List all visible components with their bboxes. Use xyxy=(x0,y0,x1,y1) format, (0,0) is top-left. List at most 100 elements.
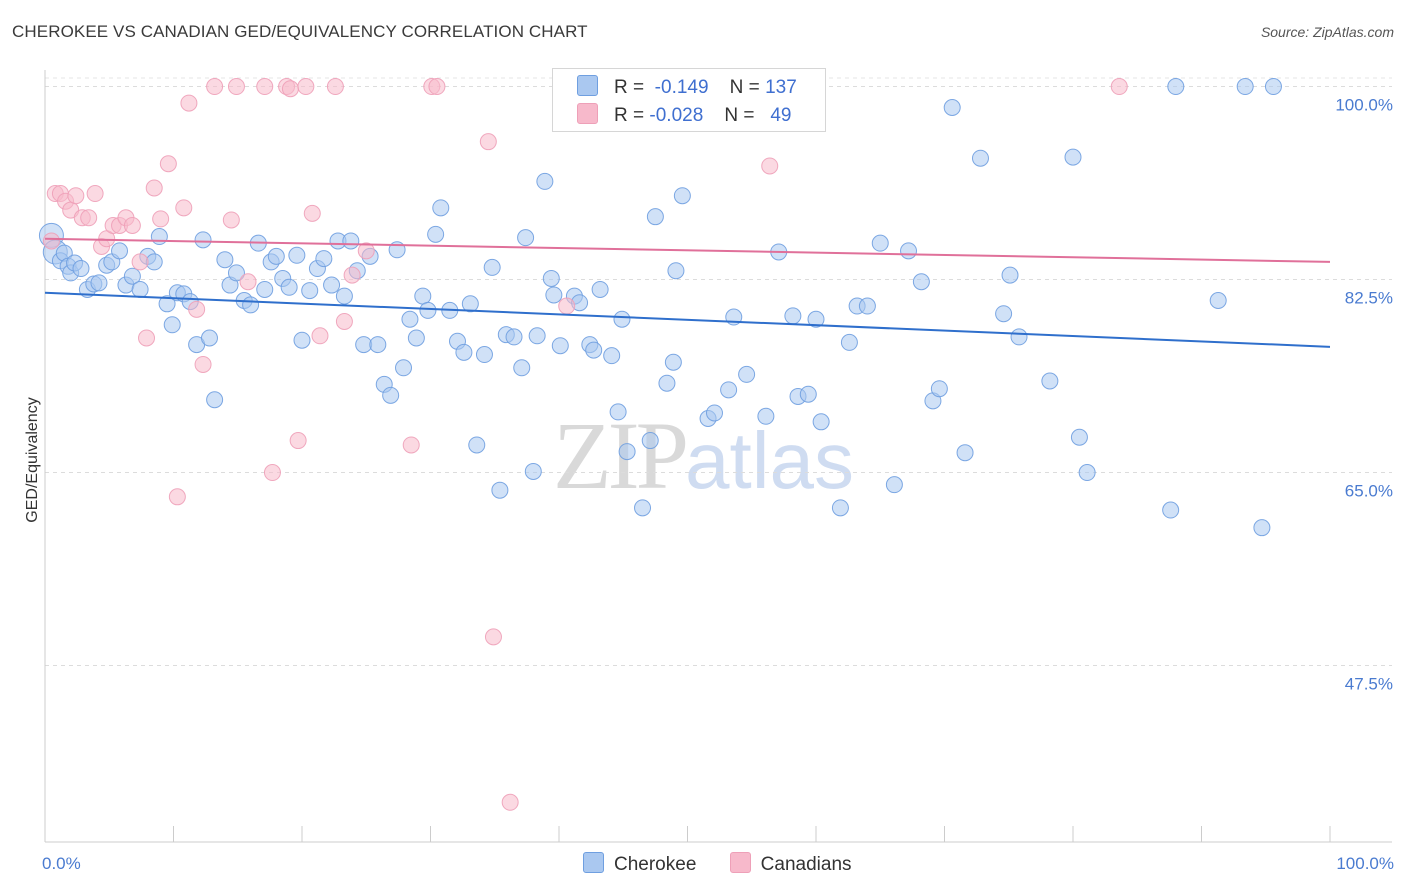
cherokee-point xyxy=(900,242,918,260)
canadians-point xyxy=(311,327,329,345)
cherokee-point xyxy=(491,481,509,499)
cherokee-point xyxy=(943,98,961,116)
cherokee-point xyxy=(475,346,493,364)
tick-labels: 100.0% 82.5% 65.0% 47.5% 0.0% 100.0% xyxy=(42,96,1394,873)
cherokee-point xyxy=(468,436,486,454)
legend-r-value: -0.149 xyxy=(654,77,709,98)
canadians-point xyxy=(180,94,198,112)
gridlines xyxy=(45,77,1392,667)
cherokee-point xyxy=(799,385,817,403)
cherokee-point xyxy=(673,187,691,205)
cherokee-point xyxy=(455,343,473,361)
series-swatch-cherokee xyxy=(583,852,604,873)
cherokee-point xyxy=(256,280,274,298)
canadians-point xyxy=(80,209,98,227)
cherokee-point xyxy=(1064,148,1082,166)
cherokee-point xyxy=(227,264,245,282)
cherokee-point xyxy=(90,274,108,292)
cherokee-point xyxy=(1041,372,1059,390)
cherokee-point xyxy=(995,305,1013,323)
series-legend-cherokee: Cherokee xyxy=(583,852,696,876)
cherokee-point xyxy=(414,287,432,305)
canadians-point xyxy=(402,436,420,454)
cherokee-point xyxy=(216,251,234,269)
cherokee-point xyxy=(757,407,775,425)
legend-n-value: 137 xyxy=(765,77,797,98)
cherokee-point xyxy=(1070,428,1088,446)
cherokee-point xyxy=(618,443,636,461)
cherokee-point xyxy=(1010,328,1028,346)
cherokee-point xyxy=(1264,78,1282,96)
cherokee-point xyxy=(301,282,319,300)
cherokee-point xyxy=(355,336,373,354)
series-swatch-canadians xyxy=(729,852,751,873)
cherokee-point xyxy=(395,359,413,377)
cherokee-point xyxy=(517,229,535,247)
cherokee-point xyxy=(1167,78,1185,96)
canadians-point xyxy=(131,253,149,271)
series-label-canadians: Canadians xyxy=(760,854,852,875)
cherokee-point xyxy=(150,228,168,246)
cherokee-point xyxy=(971,149,989,167)
x-tick-label: 100.0% xyxy=(1336,854,1394,873)
cherokee-point xyxy=(545,286,563,304)
legend-row-cherokee: R = -0.149 N = 137 xyxy=(577,75,797,99)
cherokee-point xyxy=(315,250,333,268)
chart-title: CHEROKEE VS CANADIAN GED/EQUIVALENCY COR… xyxy=(12,22,588,41)
canadians-point xyxy=(479,133,497,151)
cherokee-point xyxy=(591,280,609,298)
cherokee-point xyxy=(705,404,723,422)
canadians-point xyxy=(168,488,186,506)
canadians-point xyxy=(558,297,576,315)
cherokee-point xyxy=(123,267,141,285)
cherokee-point xyxy=(542,269,560,287)
cherokee-point xyxy=(72,260,90,278)
cherokee-point xyxy=(369,336,387,354)
cherokee-point xyxy=(407,329,425,347)
cherokee-point xyxy=(335,287,353,305)
legend-swatch-canadians xyxy=(577,103,598,124)
cherokee-point xyxy=(1162,501,1180,519)
cherokee-point xyxy=(242,296,260,314)
cherokee-point xyxy=(1253,519,1271,537)
legend-r-label: R = xyxy=(614,105,645,126)
canadians-point xyxy=(501,793,519,811)
canadians-point xyxy=(326,78,344,96)
canadians-point xyxy=(175,199,193,217)
cherokee-point xyxy=(288,246,306,264)
cherokee-point xyxy=(840,333,858,351)
canadians-point xyxy=(239,273,257,291)
legend-r-label: R = xyxy=(614,77,645,98)
cherokee-point xyxy=(812,413,830,431)
cherokee-point xyxy=(419,301,437,319)
legend-n-label: N = xyxy=(724,105,755,126)
series-legend-canadians: Canadians xyxy=(729,852,852,876)
cherokee-point xyxy=(646,208,664,226)
cherokee-point xyxy=(912,273,930,291)
legend-r-value: -0.028 xyxy=(649,105,704,126)
series-legend: Cherokee Canadians xyxy=(583,852,880,876)
cherokee-point xyxy=(603,347,621,365)
canadians-point xyxy=(194,355,212,373)
cherokee-point xyxy=(206,391,224,409)
cherokee-point xyxy=(807,310,825,328)
y-tick-label: 47.5% xyxy=(1345,675,1393,694)
cherokee-point xyxy=(432,199,450,217)
cherokee-point xyxy=(280,278,298,296)
cherokee-point xyxy=(667,262,685,280)
canadians-point xyxy=(86,185,104,203)
cherokee-point xyxy=(930,380,948,398)
cherokee-point xyxy=(784,307,802,325)
canadians-point xyxy=(159,155,177,173)
canadians-point xyxy=(289,432,307,450)
canadians-point xyxy=(297,78,315,96)
cherokee-point xyxy=(528,327,546,345)
canadians-point xyxy=(263,464,281,482)
cherokee-point xyxy=(382,386,400,404)
cherokee-point xyxy=(267,247,285,265)
source-credit: Source: ZipAtlas.com xyxy=(1260,24,1394,40)
cherokee-point xyxy=(885,476,903,494)
data-points xyxy=(38,78,1282,811)
cherokee-point xyxy=(145,253,163,271)
cherokee-point xyxy=(613,310,631,328)
